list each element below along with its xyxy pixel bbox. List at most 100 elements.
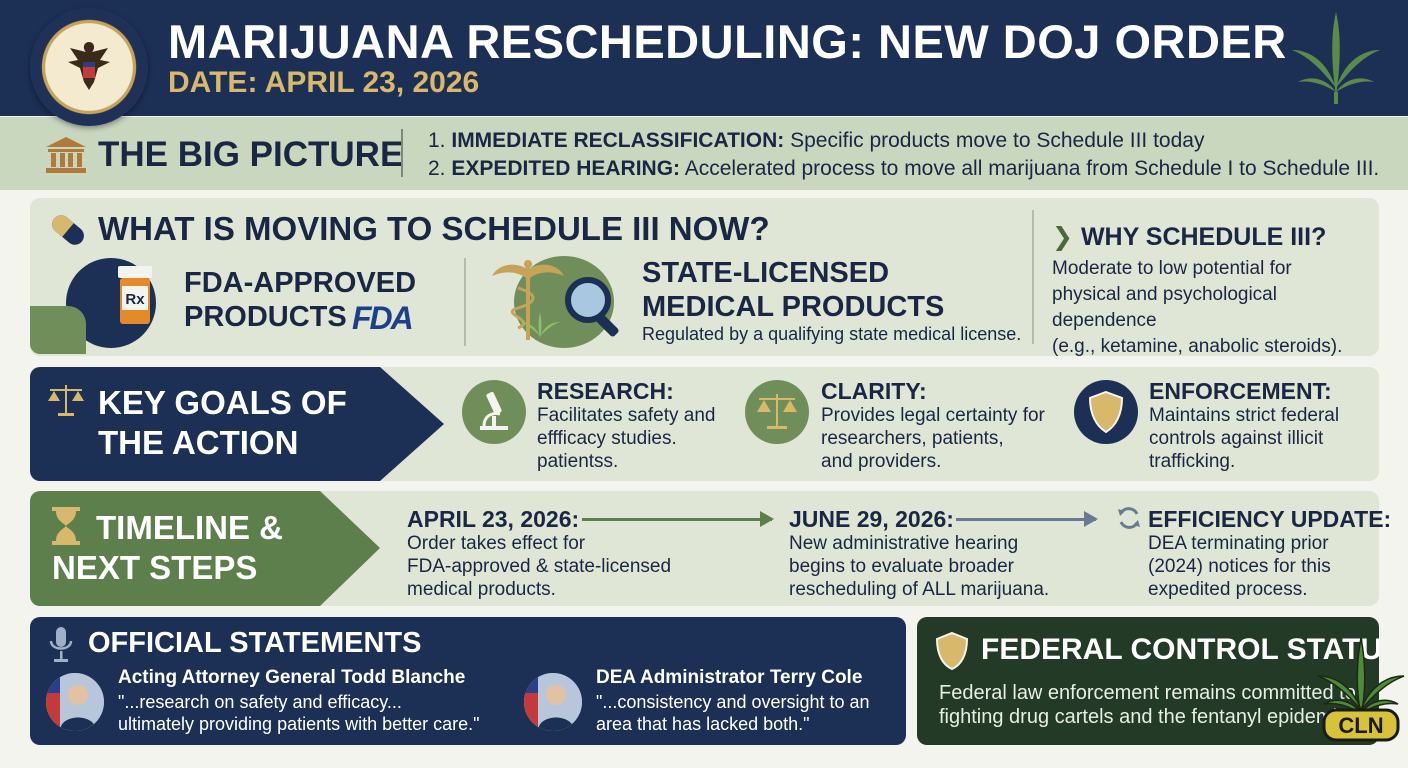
hourglass-icon [52,507,80,545]
divider [401,129,403,177]
page-date: DATE: APRIL 23, 2026 [168,66,480,99]
capsule-icon [52,215,84,245]
why-schedule-text: Moderate to low potential for physical a… [1052,256,1372,360]
hand-icon [30,306,86,354]
goals-heading: KEY GOALS OF THE ACTION [98,383,347,463]
goal-line: effficacy studies. [537,428,677,449]
divider [1032,210,1034,344]
big-picture-item: 2. EXPEDITED HEARING: Accelerated proces… [428,157,1379,181]
prescription-bottle-icon: Rx [118,266,152,324]
microscope-circle [462,380,526,444]
quote-line: "...research on safety and efficacy... [118,692,402,712]
goal-line: trafficking. [1149,451,1236,472]
goal-line: patientss. [537,451,619,472]
why-heading-text: WHY SCHEDULE III? [1080,223,1327,251]
microscope-icon [480,391,508,430]
fda-products-title: FDA-APPROVED PRODUCTS [184,266,416,334]
item-heading: IMMEDIATE RECLASSIFICATION: [451,129,785,152]
timeline-heading-arrow: TIMELINE & NEXT STEPS [30,491,380,606]
item-number: 2. [428,157,446,180]
shield-icon [935,631,969,671]
timeline-line: (2024) notices for this [1148,556,1331,577]
goal-line: researchers, patients, [821,428,1004,449]
timeline-line: begins to evaluate broader [789,556,1014,577]
timeline-efficiency-title: EFFICIENCY UPDATE: [1148,506,1392,532]
goal-line: Maintains strict federal [1149,405,1340,426]
refresh-icon [1118,507,1140,529]
timeline-line: New administrative hearing [789,533,1019,554]
item-text: Specific products move to Schedule III t… [790,129,1205,152]
goal-enforcement-text: Maintains strict federal controls agains… [1149,404,1339,473]
official-statements-heading: OFFICIAL STATEMENTS [88,627,422,659]
timeline-line: FDA-approved & state-licensed [407,556,672,577]
goals-heading-line: KEY GOALS OF [98,384,347,421]
goal-clarity-text: Provides legal certainty for researchers… [821,404,1045,473]
doj-seal-icon [30,8,148,126]
goal-line: Facilitates safety and [537,405,716,426]
page-title: MARIJUANA RESCHEDULING: NEW DOJ ORDER [168,15,1287,68]
item-heading: EXPEDITED HEARING: [451,157,681,180]
state-products-title: STATE-LICENSED MEDICAL PRODUCTS [642,256,944,324]
timeline-line: medical products. [407,579,556,600]
shield-icon [1088,390,1124,434]
federal-control-heading: FEDERAL CONTROL STATUS [981,633,1379,666]
timeline-line: rescheduling of ALL marijuana. [789,579,1050,600]
federal-line: Federal law enforcement remains committe… [939,682,1356,704]
quote-author: Acting Attorney General Todd Blanche [118,667,466,688]
timeline-date-june: JUNE 29, 2026: [789,506,954,532]
scales-icon [757,394,797,429]
goal-clarity-title: CLARITY: [821,378,927,404]
state-title-line: STATE-LICENSED [642,257,890,289]
goal-research-title: RESEARCH: [537,378,674,404]
cln-badge-text: CLN [1338,713,1383,738]
federal-control-section: FEDERAL CONTROL STATUS Federal law enfor… [917,617,1379,745]
quote-line: area that has lacked both." [596,714,810,734]
cln-badge-icon: CLN [1317,637,1405,742]
moving-heading: WHAT IS MOVING TO SCHEDULE III NOW? [98,210,770,247]
why-line: physical and psychological dependence [1052,284,1277,331]
fda-title-line: PRODUCTS [184,301,347,333]
why-line: Moderate to low potential for [1052,258,1292,279]
official-statements-section: OFFICIAL STATEMENTS Acting Attorney Gene… [30,617,906,745]
goal-line: and providers. [821,451,942,472]
timeline-arrow [956,511,1098,527]
courthouse-icon [46,137,86,173]
big-picture-item: 1. IMMEDIATE RECLASSIFICATION: Specific … [428,129,1204,153]
goal-line: Provides legal certainty for [821,405,1045,426]
federal-line: fighting drug cartels and the fentanyl e… [939,706,1353,728]
why-line: (e.g., ketamine, anabolic steroids). [1052,336,1343,357]
timeline-text-june: New administrative hearing begins to eva… [789,532,1049,601]
item-text: Accelerated process to move all marijuan… [684,157,1380,180]
timeline-arrow [582,511,774,527]
timeline-heading-line: TIMELINE & [96,509,283,546]
timeline-text-april: Order takes effect for FDA-approved & st… [407,532,671,601]
quote-text: "...consistency and oversight to an area… [596,691,870,735]
fda-logo: FDA [352,300,414,336]
why-schedule-heading: ❯ WHY SCHEDULE III? [1052,222,1326,252]
microphone-icon [49,627,73,662]
federal-control-text: Federal law enforcement remains committe… [939,681,1356,729]
chevron-right-icon: ❯ [1052,223,1073,251]
timeline-line: expedited process. [1148,579,1308,600]
avatar [524,673,582,731]
moving-section: WHAT IS MOVING TO SCHEDULE III NOW? Rx F… [30,198,1379,357]
item-number: 1. [428,129,446,152]
goal-research-text: Facilitates safety and effficacy studies… [537,404,715,473]
goal-enforcement-title: ENFORCEMENT: [1149,378,1332,404]
eagle-icon [68,42,110,90]
caduceus-icon [492,260,564,340]
rx-label: Rx [125,291,145,308]
goals-heading-line: THE ACTION [98,424,299,461]
header-banner: MARIJUANA RESCHEDULING: NEW DOJ ORDER DA… [0,0,1408,116]
timeline-text-efficiency: DEA terminating prior (2024) notices for… [1148,532,1331,601]
fda-title-line: FDA-APPROVED [184,267,417,299]
shield-circle [1074,380,1138,444]
quote-line: ultimately providing patients with bette… [118,714,480,734]
avatar [46,673,104,731]
state-products-subtitle: Regulated by a qualifying state medical … [642,324,1022,344]
cannabis-leaf-icon [1292,12,1380,104]
quote-line: "...consistency and oversight to an [596,692,870,712]
quote-author: DEA Administrator Terry Cole [596,667,863,688]
goals-heading-arrow: KEY GOALS OF THE ACTION [30,367,444,481]
divider [464,258,466,346]
